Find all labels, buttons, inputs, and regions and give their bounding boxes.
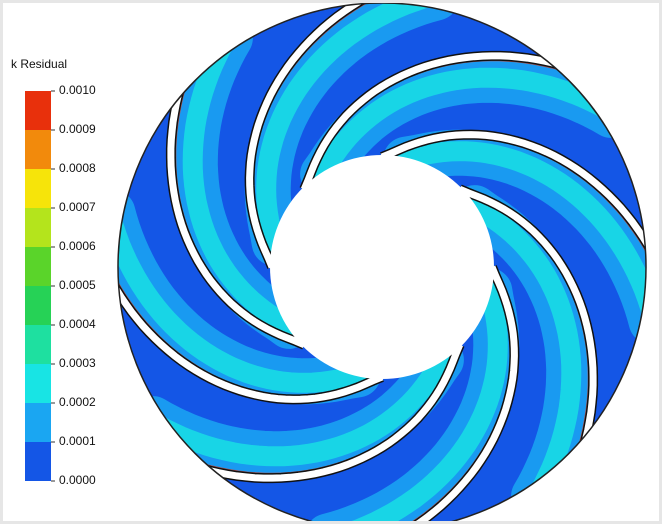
blade — [380, 131, 646, 263]
disk-outline — [117, 3, 647, 521]
legend-swatch — [25, 130, 51, 169]
blade — [386, 265, 518, 521]
legend-label: 0.0006 — [59, 239, 96, 253]
contour-plot: k Residual 0.0010 0.0009 0.0008 0.0007 0.000… — [11, 3, 647, 521]
legend-label: 0.0002 — [59, 395, 96, 409]
flow-core — [118, 208, 371, 393]
legend-swatch — [25, 286, 51, 325]
blade — [458, 185, 597, 459]
blade — [246, 3, 378, 269]
flow-core — [256, 3, 441, 256]
blade — [167, 75, 306, 349]
legend-swatch — [25, 442, 51, 481]
legend-label: 0.0000 — [59, 473, 96, 487]
legend-swatch — [25, 403, 51, 442]
blade — [118, 271, 384, 403]
hub-hole — [270, 155, 494, 379]
legend-swatch — [25, 364, 51, 403]
legend-swatch — [25, 247, 51, 286]
legend-swatch — [25, 91, 51, 130]
legend-label: 0.0005 — [59, 278, 96, 292]
legend-swatch — [25, 208, 51, 247]
legend-label: 0.0009 — [59, 122, 96, 136]
blade — [300, 52, 574, 191]
flow-core — [182, 31, 301, 338]
legend-label: 0.0008 — [59, 161, 96, 175]
rotor — [118, 3, 646, 521]
legend-label: 0.0007 — [59, 200, 96, 214]
flow-core — [311, 67, 618, 186]
legend-swatch — [25, 169, 51, 208]
flow-core — [146, 348, 453, 467]
legend-swatch — [25, 325, 51, 364]
legend-label: 0.0010 — [59, 83, 96, 97]
legend-label: 0.0003 — [59, 356, 96, 370]
legend-label: 0.0001 — [59, 434, 96, 448]
legend-title: k Residual — [11, 57, 67, 71]
flow-core — [463, 196, 582, 503]
blade — [190, 343, 464, 482]
flow-core — [393, 141, 646, 326]
flow-core — [323, 278, 508, 521]
legend-label: 0.0004 — [59, 317, 96, 331]
